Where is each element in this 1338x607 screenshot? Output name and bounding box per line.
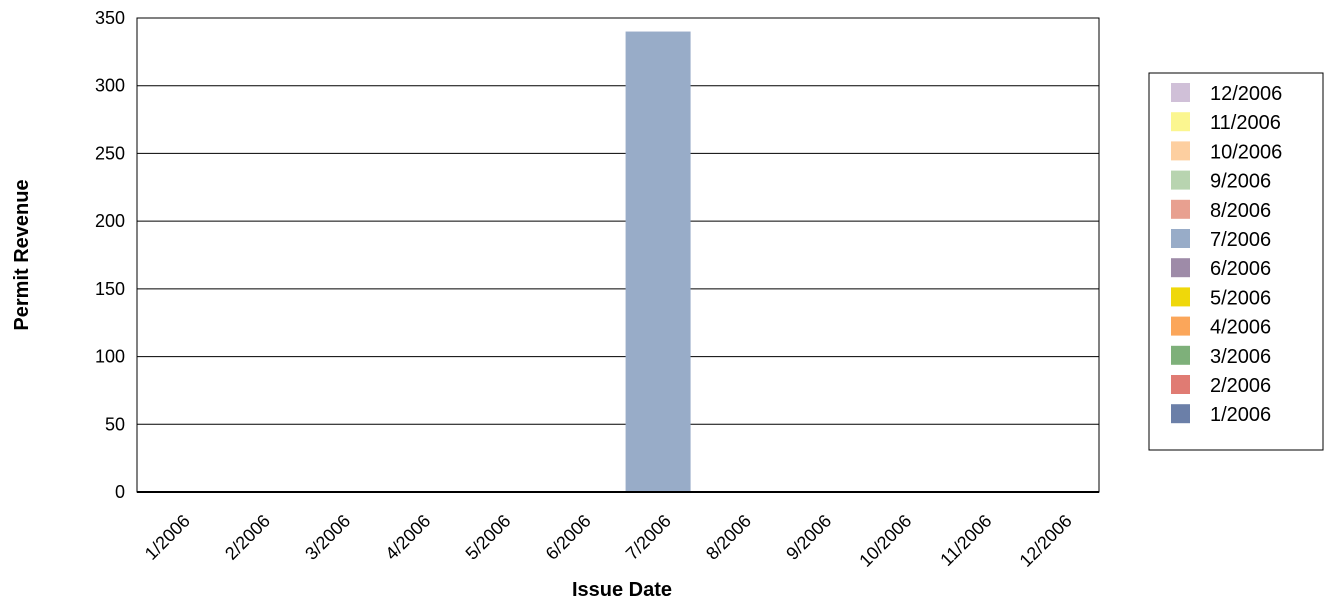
- x-tick-label: 9/2006: [782, 511, 835, 564]
- legend-label: 3/2006: [1210, 346, 1271, 368]
- legend-swatch: [1171, 112, 1190, 132]
- legend-swatch: [1171, 83, 1190, 102]
- legend: 12/2006 11/2006 10/2006 9/2006 8/2006 7/2006 6…: [1148, 72, 1324, 451]
- legend-label: 12/2006: [1210, 83, 1282, 105]
- legend-label: 7/2006: [1210, 229, 1271, 251]
- x-tick-label: 7/2006: [622, 511, 675, 564]
- legend-swatch: [1171, 199, 1190, 219]
- x-tick-label: 10/2006: [855, 511, 915, 571]
- x-tick-label: 2/2006: [221, 511, 274, 564]
- bars: [625, 31, 691, 493]
- y-tick-label: 250: [95, 143, 125, 163]
- plot-area: [136, 17, 1100, 493]
- x-axis-title: Issue Date: [572, 579, 672, 601]
- legend-entries: 12/2006 11/2006 10/2006 9/2006 8/2006 7/2006 6…: [1171, 83, 1282, 426]
- y-tick-labels: 0 50 100 150 200 250 300 350: [95, 8, 125, 502]
- legend-label: 2/2006: [1210, 375, 1271, 397]
- y-axis-title: Permit Revenue: [11, 179, 33, 330]
- y-tick-label: 100: [95, 347, 125, 367]
- legend-swatch: [1171, 170, 1190, 190]
- x-tick-label: 4/2006: [381, 511, 434, 564]
- legend-swatch: [1171, 287, 1190, 307]
- x-tick-labels: 1/2006 2/2006 3/2006 4/2006 5/2006 6/2006 7/20…: [141, 511, 1076, 571]
- y-tick-label: 150: [95, 279, 125, 299]
- legend-label: 4/2006: [1210, 317, 1271, 339]
- x-tick-label: 1/2006: [141, 511, 194, 564]
- legend-label: 8/2006: [1210, 200, 1271, 222]
- y-tick-label: 0: [115, 482, 125, 502]
- y-tick-label: 200: [95, 211, 125, 231]
- x-tick-label: 12/2006: [1016, 511, 1076, 571]
- legend-swatch: [1171, 345, 1190, 365]
- y-tick-label: 350: [95, 8, 125, 28]
- legend-swatch: [1171, 316, 1190, 336]
- legend-label: 5/2006: [1210, 287, 1271, 309]
- x-tick-label: 8/2006: [702, 511, 755, 564]
- x-tick-label: 5/2006: [462, 511, 515, 564]
- legend-label: 10/2006: [1210, 141, 1282, 163]
- y-tick-label: 50: [105, 414, 125, 434]
- legend-swatch: [1171, 258, 1190, 278]
- x-tick-label: 3/2006: [301, 511, 354, 564]
- legend-swatch: [1171, 141, 1190, 161]
- y-tick-label: 300: [95, 76, 125, 96]
- legend-label: 6/2006: [1210, 258, 1271, 280]
- legend-label: 9/2006: [1210, 171, 1271, 193]
- legend-label: 1/2006: [1210, 404, 1271, 426]
- x-tick-label: 11/2006: [936, 511, 995, 570]
- x-tick-label: 6/2006: [542, 511, 595, 564]
- bar-7-2006: [625, 31, 691, 493]
- legend-label: 11/2006: [1210, 112, 1281, 134]
- legend-swatch: [1171, 404, 1190, 424]
- legend-swatch: [1171, 375, 1190, 394]
- gridlines: [137, 85, 1099, 425]
- legend-swatch: [1171, 229, 1190, 248]
